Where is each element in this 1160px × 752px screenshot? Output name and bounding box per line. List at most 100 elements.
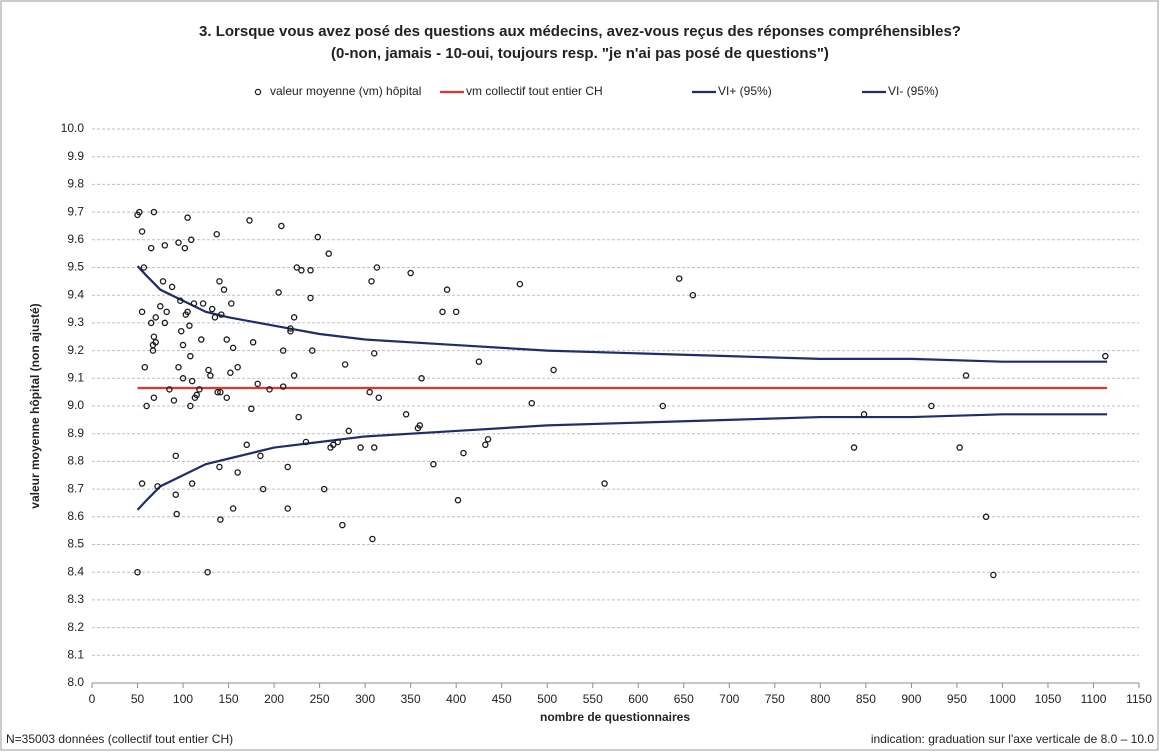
y-tick-label: 9.3 — [67, 315, 84, 329]
data-point — [216, 278, 223, 285]
y-tick-label: 8.0 — [67, 675, 84, 689]
data-point — [138, 480, 146, 487]
data-point — [205, 366, 212, 374]
data-point — [220, 286, 228, 293]
data-point — [172, 452, 180, 460]
x-tick-label: 600 — [628, 692, 648, 706]
data-point — [152, 314, 159, 321]
data-point — [307, 294, 314, 302]
data-point — [150, 208, 158, 216]
data-point — [320, 485, 328, 493]
data-point — [369, 535, 376, 543]
data-point — [214, 388, 221, 396]
data-point — [990, 571, 997, 579]
x-tick-label: 300 — [355, 692, 375, 706]
y-tick-label: 10.0 — [61, 121, 85, 135]
data-point — [161, 242, 169, 249]
data-point — [161, 319, 169, 327]
data-point — [689, 291, 697, 299]
data-point — [528, 399, 535, 407]
y-tick-label: 9.7 — [67, 204, 84, 218]
legend-label: vm collectif tout entier CH — [466, 84, 603, 98]
data-point — [430, 460, 437, 468]
data-point — [248, 405, 255, 413]
x-tick-label: 500 — [537, 692, 557, 706]
data-point — [439, 308, 446, 316]
data-point — [159, 278, 167, 285]
data-point — [357, 444, 364, 451]
data-point — [295, 413, 302, 421]
x-tick-label: 1150 — [1126, 692, 1152, 706]
data-point — [188, 377, 196, 385]
data-point — [207, 372, 214, 379]
data-point — [249, 339, 257, 346]
data-point — [208, 305, 216, 313]
legend-marker — [254, 88, 262, 96]
data-point — [443, 286, 451, 293]
data-point — [302, 438, 310, 446]
data-point — [166, 386, 173, 393]
x-tick-label: 200 — [264, 692, 284, 706]
data-point — [173, 510, 180, 518]
data-point — [659, 402, 667, 410]
y-tick-label: 8.8 — [67, 454, 84, 468]
x-tick-label: 450 — [492, 692, 512, 706]
data-point — [196, 386, 203, 393]
data-point — [418, 375, 425, 382]
y-tick-label: 8.9 — [67, 426, 84, 440]
data-point — [460, 449, 467, 457]
legend-label: VI- (95%) — [888, 84, 939, 98]
x-tick-label: 400 — [446, 692, 466, 706]
data-point — [199, 300, 207, 307]
data-point — [366, 388, 373, 396]
data-point — [278, 222, 285, 230]
y-tick-label: 8.2 — [67, 620, 84, 634]
data-point — [147, 244, 155, 252]
y-tick-label: 9.6 — [67, 232, 84, 246]
x-tick-label: 100 — [173, 692, 193, 706]
data-point — [956, 444, 963, 451]
data-point — [452, 308, 460, 316]
footnote-right: indication: graduation sur l'axe vertica… — [871, 732, 1154, 746]
data-point — [177, 297, 184, 304]
y-tick-label: 9.8 — [67, 177, 84, 191]
data-point — [175, 239, 182, 246]
y-tick-label: 9.5 — [67, 260, 84, 274]
y-tick-label: 8.7 — [67, 481, 84, 495]
data-point — [402, 411, 410, 418]
data-point — [416, 422, 424, 429]
data-point — [211, 314, 219, 321]
data-point — [141, 363, 149, 371]
x-tick-label: 950 — [947, 692, 967, 706]
data-point — [152, 339, 159, 346]
data-point — [198, 336, 205, 343]
x-tick-label: 1100 — [1081, 692, 1107, 706]
data-point — [279, 383, 287, 390]
y-tick-label: 8.4 — [67, 564, 84, 578]
data-point — [228, 300, 235, 307]
data-point — [217, 516, 224, 523]
data-point — [339, 521, 346, 529]
data-point — [186, 322, 193, 329]
data-point — [928, 402, 935, 410]
data-point — [309, 347, 316, 354]
data-point — [550, 366, 557, 374]
y-tick-label: 9.4 — [67, 287, 84, 301]
x-tick-label: 700 — [719, 692, 739, 706]
x-tick-label: 850 — [856, 692, 876, 706]
data-point — [213, 231, 220, 238]
data-point — [138, 308, 146, 316]
data-point — [254, 380, 261, 388]
x-tick-label: 1050 — [1035, 692, 1062, 706]
data-point — [168, 283, 176, 291]
data-point — [284, 463, 291, 471]
data-point — [154, 483, 161, 490]
data-point — [134, 568, 141, 576]
data-point — [187, 352, 194, 360]
data-point — [370, 350, 378, 357]
data-point — [962, 372, 970, 379]
data-point — [150, 333, 158, 340]
data-point — [284, 505, 291, 512]
data-point — [298, 267, 305, 274]
data-point — [601, 480, 608, 487]
